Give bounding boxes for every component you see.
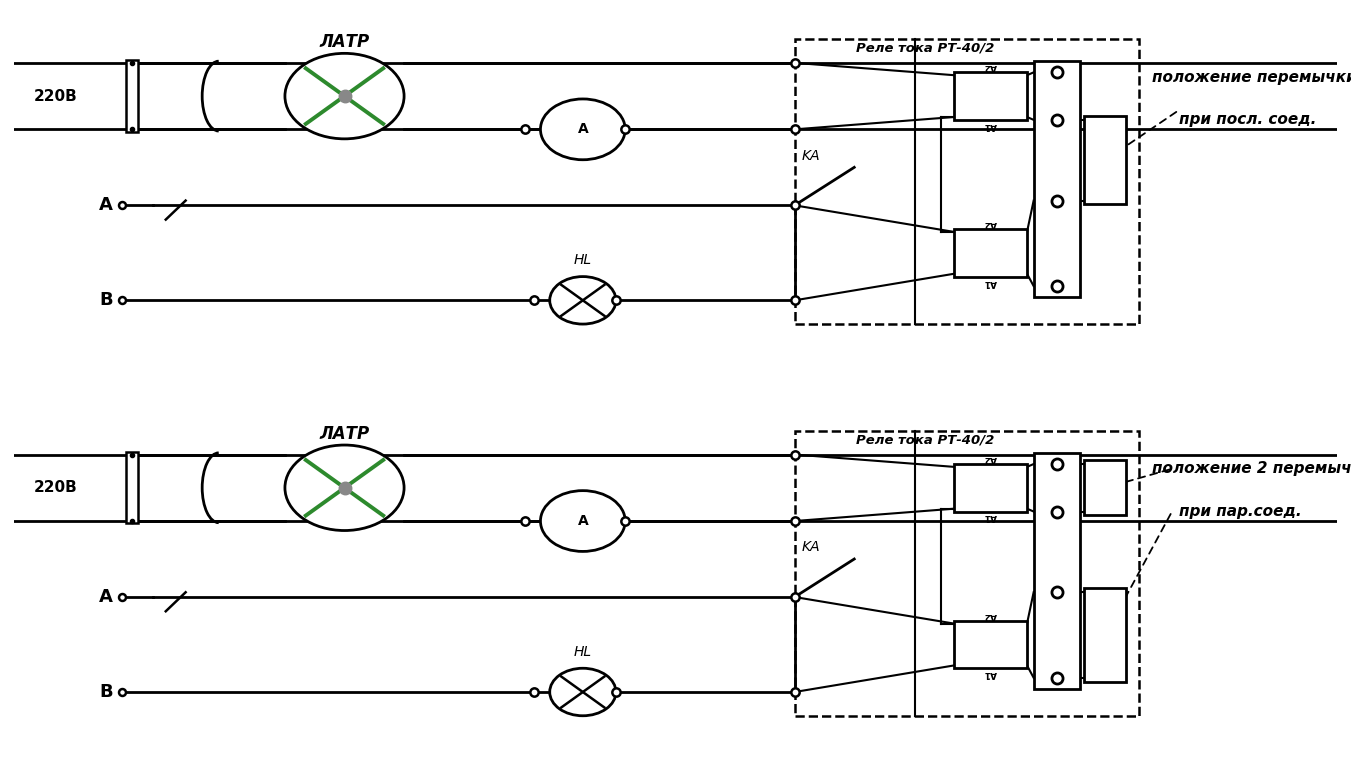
- Text: A: A: [99, 197, 113, 214]
- Bar: [954, 621, 1027, 668]
- Bar: [954, 229, 1027, 276]
- Bar: [794, 39, 1139, 324]
- Circle shape: [285, 53, 404, 139]
- Text: ЛАТР: ЛАТР: [319, 425, 370, 443]
- Text: KА: KА: [801, 148, 820, 163]
- Text: A1: A1: [984, 121, 997, 130]
- Text: положение перемычки: положение перемычки: [1152, 70, 1351, 84]
- Text: 220В: 220В: [34, 88, 77, 104]
- Bar: [954, 464, 1027, 511]
- Text: B: B: [99, 291, 113, 310]
- Bar: [1084, 116, 1127, 204]
- Text: A2: A2: [984, 62, 997, 71]
- Circle shape: [550, 276, 616, 324]
- Bar: [954, 72, 1027, 120]
- Circle shape: [550, 668, 616, 716]
- Bar: [1084, 460, 1127, 515]
- Text: A2: A2: [984, 219, 997, 228]
- Text: при пар.соед.: при пар.соед.: [1178, 504, 1301, 519]
- Bar: [1034, 452, 1079, 689]
- Text: KА: KА: [801, 540, 820, 554]
- Text: A2: A2: [984, 611, 997, 620]
- Circle shape: [540, 491, 626, 551]
- Text: ЛАТР: ЛАТР: [319, 34, 370, 51]
- Text: А: А: [577, 122, 588, 137]
- Text: при посл. соед.: при посл. соед.: [1178, 112, 1316, 127]
- Circle shape: [540, 99, 626, 160]
- Circle shape: [285, 445, 404, 531]
- Text: А: А: [577, 514, 588, 528]
- Text: Реле тока РТ-40/2: Реле тока РТ-40/2: [857, 434, 994, 447]
- Bar: [1034, 61, 1079, 297]
- Text: B: B: [99, 683, 113, 701]
- Text: A1: A1: [984, 669, 997, 678]
- Text: A1: A1: [984, 277, 997, 286]
- Bar: [1084, 588, 1127, 681]
- Text: положение 2 перемычек: положение 2 перемычек: [1152, 462, 1351, 476]
- Text: A: A: [99, 588, 113, 606]
- Text: HL: HL: [574, 253, 592, 267]
- Text: A1: A1: [984, 512, 997, 521]
- Text: Реле тока РТ-40/2: Реле тока РТ-40/2: [857, 42, 994, 55]
- Bar: [126, 452, 138, 524]
- Bar: [794, 431, 1139, 716]
- Bar: [126, 61, 138, 132]
- Text: 220В: 220В: [34, 480, 77, 495]
- Text: HL: HL: [574, 645, 592, 659]
- Text: A2: A2: [984, 454, 997, 463]
